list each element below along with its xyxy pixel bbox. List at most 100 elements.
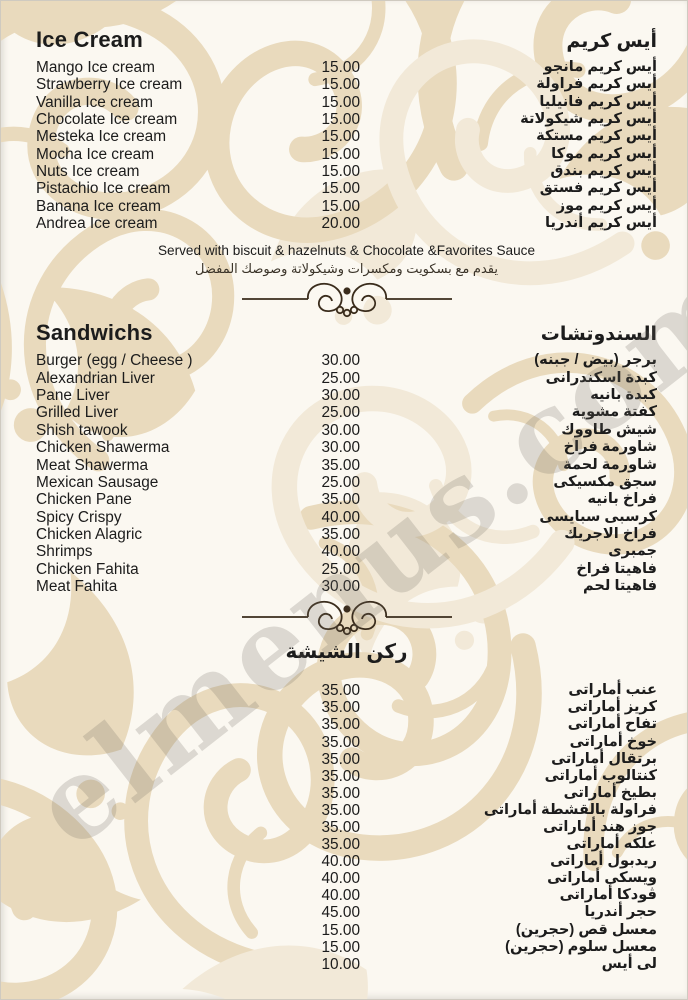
item-name-en: Shrimps: [36, 543, 93, 561]
item-price: 25.00: [321, 560, 360, 578]
item-name-ar: ريدبول أماراتى: [550, 853, 657, 870]
item-name-ar: كريز أماراتى: [567, 699, 657, 716]
item-name-en: Andrea Ice cream: [36, 215, 158, 233]
menu-item-row: Mocha Ice cream 15.00 أيس كريم موكا: [36, 146, 657, 163]
menu-item-row: 35.00 خوخ أماراتى: [36, 734, 657, 751]
item-price: 35.00: [321, 699, 360, 717]
item-name-ar: أيس كريم فانيليا: [539, 93, 657, 110]
item-name-ar: أيس كريم فراولة: [536, 76, 657, 93]
item-price: 30.00: [321, 421, 360, 439]
item-price: 15.00: [321, 180, 360, 198]
menu-item-row: Mexican Sausage 25.00 سجق مكسيكى: [36, 474, 657, 491]
item-price: 40.00: [321, 887, 360, 905]
menu-item-row: 15.00 معسل قص (حجرين): [36, 922, 657, 939]
item-name-ar: لى أيس: [601, 955, 657, 972]
scroll-divider-icon: [241, 601, 452, 636]
menu-item-row: 40.00 ريدبول أماراتى: [36, 853, 657, 870]
ornament-divider: [36, 598, 657, 636]
item-name-en: [36, 819, 308, 836]
shisha-list: 35.00 عنب أماراتى 35.00 كريز أماراتى 35.…: [36, 682, 657, 973]
item-name-en: [36, 904, 308, 921]
menu-item-row: Shrimps 40.00 جمبرى: [36, 543, 657, 560]
item-name-ar: سجق مكسيكى: [553, 473, 657, 490]
item-price: 30.00: [321, 577, 360, 595]
item-name-ar: جوز هند أماراتى: [543, 819, 657, 835]
ice-cream-title-ar: أيس كريم: [566, 31, 657, 52]
item-name-en: Meat Fahita: [36, 577, 118, 595]
ice-cream-note-en: Served with biscuit & hazelnuts & Chocol…: [157, 243, 536, 259]
sandwiches-header: Sandwichs السندوتشات: [36, 320, 657, 346]
menu-item-row: Spicy Crispy 40.00 كرسبى سبايسى: [36, 509, 657, 526]
item-price: 15.00: [321, 76, 360, 94]
item-name-ar: فاهيتا لحم: [582, 577, 657, 594]
item-name-en: Mango Ice cream: [36, 59, 155, 76]
item-name-en: Spicy Crispy: [36, 508, 122, 526]
item-name-en: [36, 802, 308, 819]
item-name-en: [36, 768, 308, 785]
item-name-en: Pane Liver: [36, 387, 110, 405]
item-price: 45.00: [321, 904, 360, 922]
menu-item-row: Nuts Ice cream 15.00 أيس كريم بندق: [36, 163, 657, 180]
item-name-ar: معسل سلوم (حجرين): [505, 938, 657, 955]
item-name-en: Alexandrian Liver: [36, 369, 155, 387]
item-name-ar: أيس كريم موز: [556, 197, 657, 214]
item-price: 35.00: [321, 716, 360, 734]
item-name-en: Chicken Fahita: [36, 560, 139, 578]
menu-item-row: Pistachio Ice cream 15.00 أيس كريم فستق: [36, 180, 657, 197]
menu-item-row: Mango Ice cream 15.00 أيس كريم مانجو: [36, 59, 657, 76]
menu-item-row: Strawberry Ice cream 15.00 أيس كريم فراو…: [36, 76, 657, 93]
item-name-ar: أيس كريم مستكة: [536, 128, 657, 145]
ice-cream-title-en: Ice Cream: [36, 27, 143, 52]
menu-item-row: Chicken Alagric 35.00 فراخ الاجريك: [36, 526, 657, 543]
item-price: 35.00: [321, 733, 360, 751]
menu-item-row: 15.00 معسل سلوم (حجرين): [36, 939, 657, 956]
section-sandwiches: Sandwichs السندوتشات Burger (egg / Chees…: [36, 320, 657, 595]
item-price: 40.00: [321, 543, 360, 561]
item-name-en: Chicken Pane: [36, 491, 132, 509]
item-name-ar: كفتة مشوية: [571, 404, 657, 421]
item-name-en: [36, 716, 308, 733]
item-price: 30.00: [321, 439, 360, 457]
menu-item-row: Meat Fahita 30.00 فاهيتا لحم: [36, 578, 657, 595]
item-name-ar: عنب أماراتى: [568, 682, 657, 699]
ice-cream-header: Ice Cream أيس كريم: [36, 27, 657, 53]
item-name-en: Banana Ice cream: [36, 197, 161, 215]
section-ice-cream: Ice Cream أيس كريم Mango Ice cream 15.00…: [36, 27, 657, 277]
menu-item-row: 35.00 تفاح أماراتى: [36, 716, 657, 733]
item-name-en: [36, 836, 308, 853]
item-name-en: [36, 887, 308, 904]
item-price: 25.00: [321, 369, 360, 387]
item-name-en: Mocha Ice cream: [36, 145, 155, 163]
item-price: 15.00: [321, 128, 360, 146]
item-price: 15.00: [321, 145, 360, 163]
item-price: 10.00: [321, 955, 360, 973]
item-name-en: [36, 956, 308, 973]
menu-item-row: Vanilla Ice cream 15.00 أيس كريم فانيليا: [36, 94, 657, 111]
item-price: 15.00: [321, 59, 360, 76]
menu-item-row: 10.00 لى أيس: [36, 956, 657, 973]
ice-cream-note-ar: يقدم مع بسكويت ومكسرات وشيكولاتة وصوصك ا…: [195, 261, 498, 277]
item-name-ar: خوخ أماراتى: [569, 733, 657, 750]
item-name-en: [36, 734, 308, 751]
item-name-ar: أيس كريم موكا: [551, 145, 657, 162]
menu-item-row: Chicken Shawerma 30.00 شاورمة فراخ: [36, 439, 657, 456]
item-price: 30.00: [321, 352, 360, 370]
shisha-title-ar: ركن الشيشة: [285, 641, 408, 664]
item-name-en: [36, 853, 308, 870]
item-name-en: [36, 939, 308, 956]
item-name-en: Pistachio Ice cream: [36, 180, 171, 198]
item-price: 35.00: [321, 801, 360, 819]
item-name-en: Meat Shawerma: [36, 456, 149, 474]
scroll-divider-icon: [241, 283, 452, 318]
item-name-en: [36, 699, 308, 716]
item-name-ar: فراولة بالقشطة أماراتى: [483, 801, 657, 818]
item-name-en: Burger (egg / Cheese ): [36, 352, 193, 370]
item-price: 30.00: [321, 387, 360, 405]
item-price: 35.00: [321, 491, 360, 509]
item-name-ar: علكه أماراتى: [566, 836, 657, 853]
item-name-ar: جمبرى: [608, 543, 657, 560]
menu-item-row: 35.00 جوز هند أماراتى: [36, 819, 657, 836]
item-price: 15.00: [321, 111, 360, 129]
item-name-en: Chicken Alagric: [36, 525, 143, 543]
